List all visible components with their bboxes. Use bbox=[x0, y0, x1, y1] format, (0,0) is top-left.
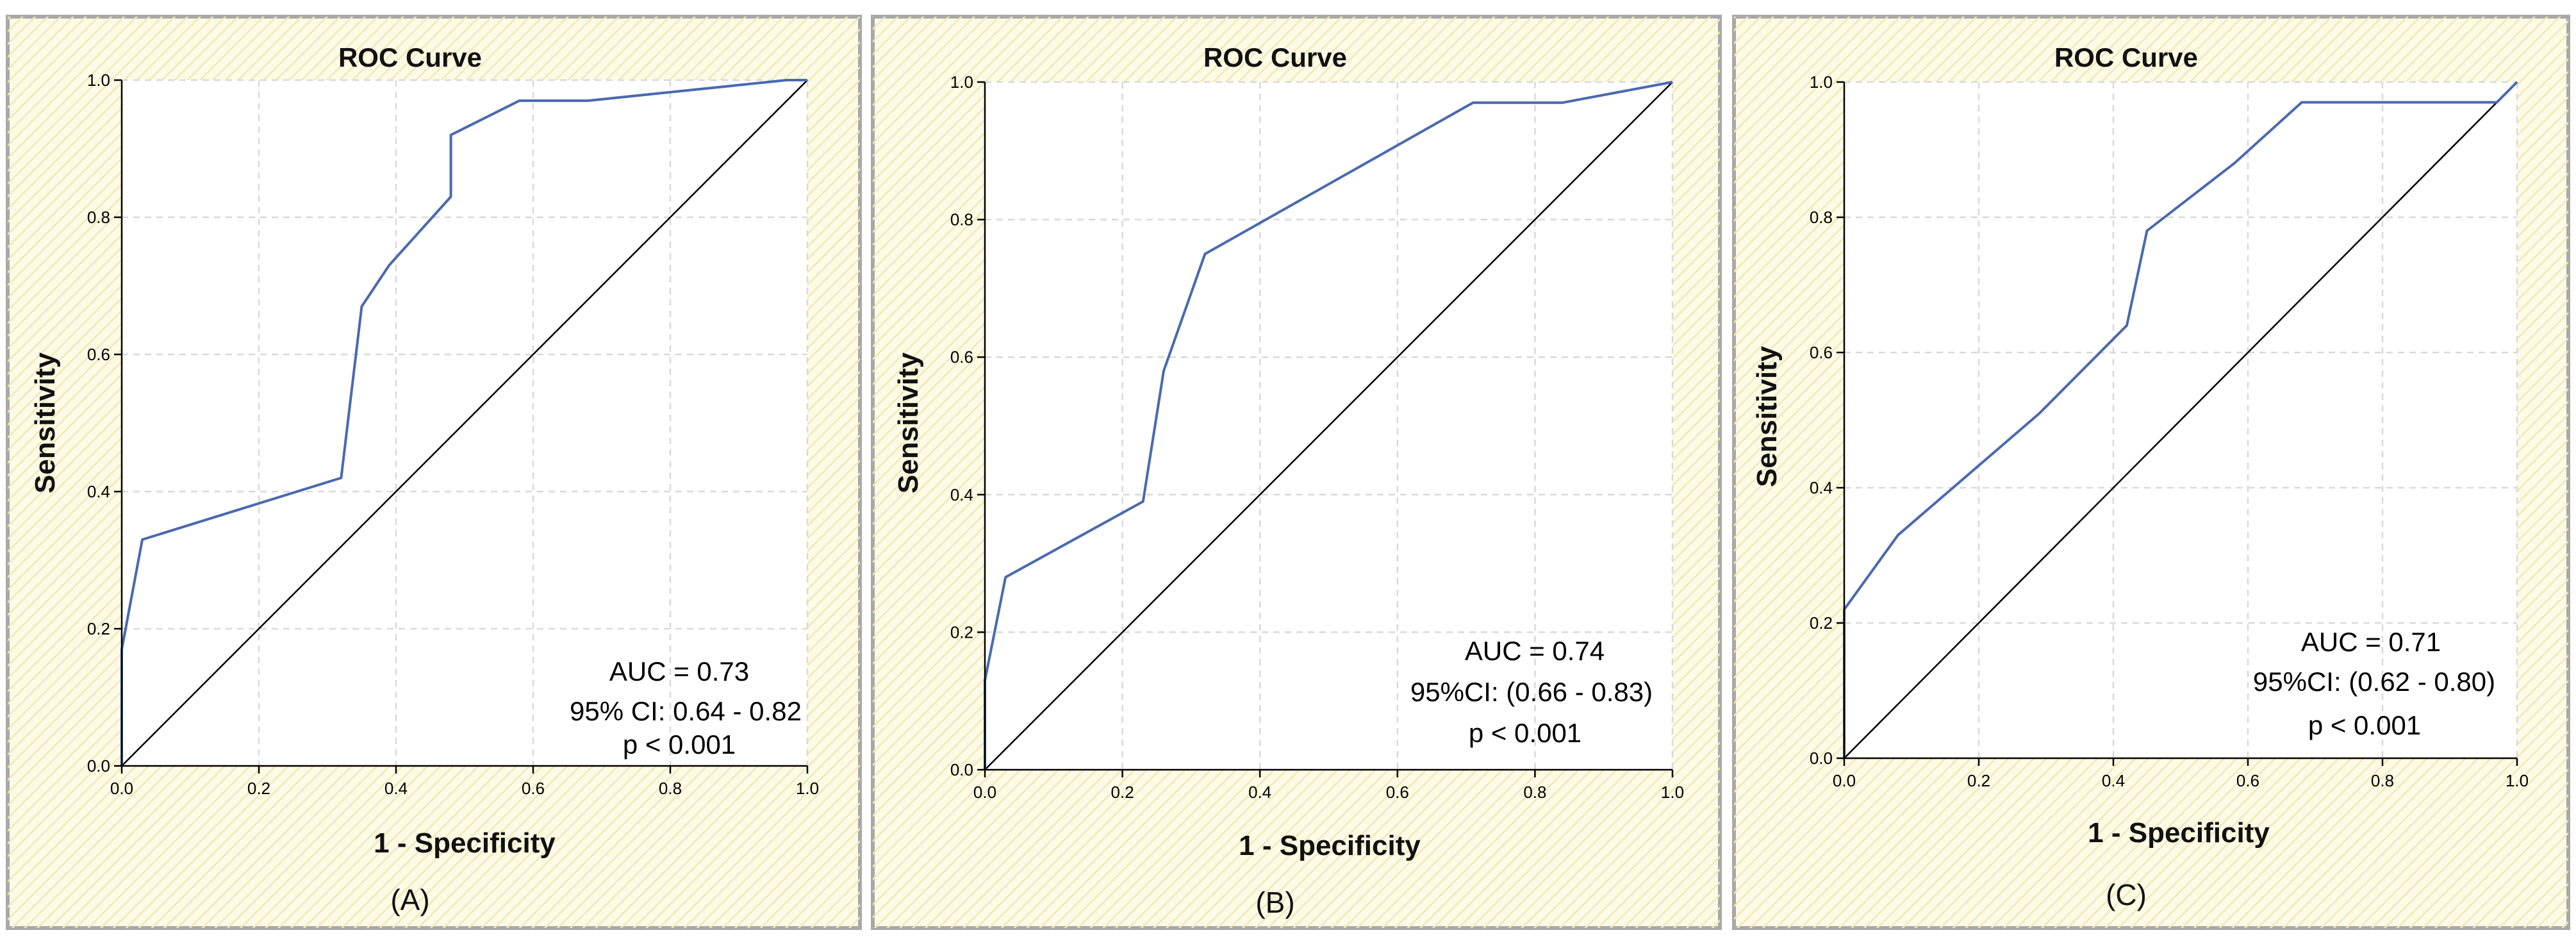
x-tick-label: 0.0 bbox=[1833, 771, 1856, 790]
ci-annotation: 95%CI: (0.62 - 0.80) bbox=[2253, 667, 2495, 697]
ci-annotation: 95% CI: 0.64 - 0.82 bbox=[570, 696, 802, 726]
x-tick-label: 0.0 bbox=[973, 783, 996, 802]
y-tick-label: 1.0 bbox=[1810, 72, 1833, 92]
x-tick-label: 0.8 bbox=[659, 779, 682, 798]
panel-b: ROC Curve 0.0 0.2 0.4 0.6 0.8 1.0 0.0 0.2 0.4 0.6… bbox=[871, 15, 1722, 930]
x-tick-label: 0.6 bbox=[2236, 771, 2259, 790]
auc-annotation: AUC = 0.73 bbox=[609, 656, 749, 686]
y-tick-label: 0.0 bbox=[87, 756, 110, 776]
x-axis-title: 1 - Specificity bbox=[374, 827, 556, 859]
y-tick-label: 0.0 bbox=[950, 760, 973, 779]
reference-diagonal bbox=[121, 79, 808, 767]
x-tick-label: 1.0 bbox=[2506, 771, 2529, 790]
y-tick-label: 0.6 bbox=[950, 347, 973, 367]
chart-title: ROC Curve bbox=[1203, 42, 1347, 72]
y-tick-label: 1.0 bbox=[87, 71, 110, 90]
x-tick-label: 0.4 bbox=[1248, 783, 1271, 802]
panel-label: (A) bbox=[390, 883, 429, 917]
p-value-annotation: p < 0.001 bbox=[623, 729, 736, 759]
y-tick-label: 0.2 bbox=[87, 619, 110, 638]
reference-diagonal bbox=[984, 81, 1673, 770]
x-tick-label: 0.2 bbox=[247, 779, 270, 798]
y-tick-label: 0.2 bbox=[950, 622, 973, 642]
x-tick-label: 0.4 bbox=[384, 779, 408, 798]
panel-a: ROC Curve 0.0 0.2 0.4 0.6 0.8 1.0 0.0 0.2 0.4 0.6… bbox=[6, 15, 862, 930]
plot-area: 0.0 0.2 0.4 0.6 0.8 1.0 0.0 0.2 0.4 0.6 0.8 1.0 bbox=[87, 71, 819, 798]
panel-label: (B) bbox=[1255, 886, 1294, 919]
p-value-annotation: p < 0.001 bbox=[1469, 718, 1581, 748]
y-tick-label: 1.0 bbox=[950, 72, 973, 92]
roc-curve-line bbox=[984, 81, 1673, 770]
x-tick-label: 0.0 bbox=[110, 779, 133, 798]
x-tick-label: 0.4 bbox=[2102, 771, 2125, 790]
x-tick-label: 0.8 bbox=[2371, 771, 2394, 790]
x-tick-label: 0.6 bbox=[522, 779, 545, 798]
y-tick-label: 0.6 bbox=[1810, 343, 1833, 362]
y-tick-label: 0.4 bbox=[1810, 478, 1833, 497]
auc-annotation: AUC = 0.74 bbox=[1465, 636, 1605, 666]
x-axis-title: 1 - Specificity bbox=[1239, 830, 1421, 861]
x-tick-label: 1.0 bbox=[1661, 783, 1684, 802]
y-tick-label: 0.8 bbox=[87, 208, 110, 227]
plot-area: 0.0 0.2 0.4 0.6 0.8 1.0 0.0 0.2 0.4 0.6 0.8 1.0 bbox=[950, 72, 1684, 802]
y-tick-label: 0.4 bbox=[87, 482, 110, 501]
y-axis-title: Sensitivity bbox=[1751, 345, 1783, 487]
auc-annotation: AUC = 0.71 bbox=[2301, 627, 2441, 657]
x-tick-label: 0.6 bbox=[1386, 783, 1409, 802]
x-tick-label: 1.0 bbox=[796, 779, 819, 798]
panel-c: ROC Curve 0.0 0.2 0.4 0.6 0.8 1.0 0.0 0.2 0.4 0.6… bbox=[1732, 15, 2570, 930]
y-axis-title: Sensitivity bbox=[29, 352, 61, 494]
x-tick-label: 0.2 bbox=[1967, 771, 1990, 790]
roc-curve-line bbox=[120, 79, 807, 766]
x-tick-label: 0.8 bbox=[1523, 783, 1546, 802]
p-value-annotation: p < 0.001 bbox=[2308, 710, 2421, 740]
y-tick-label: 0.2 bbox=[1810, 613, 1833, 633]
panel-label: (C) bbox=[2106, 878, 2147, 911]
x-tick-label: 0.2 bbox=[1111, 783, 1134, 802]
plot-area: 0.0 0.2 0.4 0.6 0.8 1.0 0.0 0.2 0.4 0.6 0.8 1.0 bbox=[1810, 72, 2529, 790]
y-tick-label: 0.8 bbox=[950, 210, 973, 229]
reference-diagonal bbox=[1844, 81, 2518, 759]
y-tick-label: 0.8 bbox=[1810, 208, 1833, 227]
chart-title: ROC Curve bbox=[2054, 42, 2198, 72]
x-axis-title: 1 - Specificity bbox=[2088, 817, 2270, 849]
roc-curve-line bbox=[1843, 81, 2518, 758]
y-tick-label: 0.6 bbox=[87, 345, 110, 364]
ci-annotation: 95%CI: (0.66 - 0.83) bbox=[1410, 677, 1653, 707]
y-tick-label: 0.0 bbox=[1810, 749, 1833, 768]
chart-title: ROC Curve bbox=[338, 42, 482, 72]
y-tick-label: 0.4 bbox=[950, 485, 973, 504]
y-axis-title: Sensitivity bbox=[893, 352, 924, 494]
